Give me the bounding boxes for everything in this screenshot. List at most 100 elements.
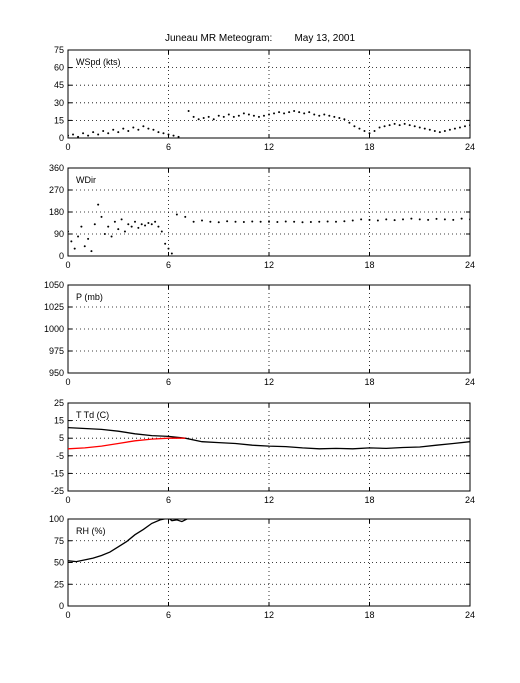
wdir-xtick-label: 18 xyxy=(364,260,374,270)
wspd-point xyxy=(252,114,255,117)
chart-title: Juneau MR Meteogram: May 13, 2001 xyxy=(164,33,356,44)
wspd-point xyxy=(363,129,366,132)
wspd-point xyxy=(237,114,240,117)
wspd-point xyxy=(303,112,306,115)
wspd-label: WSpd (kts) xyxy=(76,57,121,67)
wdir-point xyxy=(343,220,346,223)
wspd-point xyxy=(353,125,356,128)
wdir-ytick-label: 360 xyxy=(49,163,64,173)
ttd-xtick-label: 24 xyxy=(465,495,475,505)
wdir-point xyxy=(87,237,90,240)
wspd-point xyxy=(257,115,260,118)
wspd-point xyxy=(348,121,351,124)
p-ytick-label: 1050 xyxy=(44,280,64,290)
wdir-point xyxy=(97,203,100,206)
wspd-point xyxy=(202,117,205,120)
wspd-point xyxy=(107,132,110,135)
wspd-point xyxy=(82,132,85,135)
p-xtick-label: 18 xyxy=(364,377,374,387)
wdir-point xyxy=(170,252,173,255)
wspd-point xyxy=(398,124,401,127)
wspd-point xyxy=(222,115,225,118)
wspd-point xyxy=(418,126,421,129)
wdir-point xyxy=(217,221,220,224)
wspd-point xyxy=(403,122,406,125)
wdir-point xyxy=(140,223,143,226)
wdir-point xyxy=(130,225,133,228)
wspd-point xyxy=(408,124,411,127)
wspd-point xyxy=(197,118,200,121)
wdir-point xyxy=(418,218,421,221)
wdir-point xyxy=(335,220,337,223)
wdir-point xyxy=(103,233,106,235)
wdir-point xyxy=(80,225,83,228)
wspd-ytick-label: 75 xyxy=(54,45,64,55)
wdir-point xyxy=(376,219,379,222)
wspd-point xyxy=(112,128,115,131)
wspd-point xyxy=(72,133,75,136)
wspd-point xyxy=(298,111,301,114)
wdir-point xyxy=(157,225,160,228)
wspd-point xyxy=(262,114,265,117)
rh-series-0-line xyxy=(68,519,190,563)
wdir-point xyxy=(234,220,237,223)
wdir-point xyxy=(113,220,116,223)
wdir-point xyxy=(134,220,136,223)
wspd-point xyxy=(232,115,235,118)
wspd-panel: 0 6 12 18 24 0 15 30 45 60 75 WSpd (kts) xyxy=(54,45,475,152)
wdir-point xyxy=(164,242,167,245)
wspd-point xyxy=(313,113,316,116)
wspd-point xyxy=(132,126,135,129)
p-ytick-label: 1025 xyxy=(44,302,64,312)
p-ytick-label: 1000 xyxy=(44,324,64,334)
wspd-point xyxy=(127,129,130,132)
wspd-point xyxy=(458,126,461,129)
wdir-point xyxy=(192,220,195,223)
wdir-point xyxy=(147,222,150,224)
wspd-point xyxy=(217,114,220,117)
wdir-ytick-label: 180 xyxy=(49,207,64,217)
wspd-point xyxy=(273,112,276,115)
wspd-point xyxy=(383,125,386,128)
wdir-point xyxy=(427,218,430,221)
wspd-point xyxy=(137,128,140,131)
rh-label: RH (%) xyxy=(76,526,106,536)
wdir-point xyxy=(226,220,229,223)
wspd-point xyxy=(283,112,286,115)
wspd-point xyxy=(207,115,210,118)
wdir-point xyxy=(110,235,113,238)
wdir-point xyxy=(167,247,170,250)
wdir-point xyxy=(70,240,73,243)
ttd-ytick-label: -5 xyxy=(56,451,64,461)
wspd-point xyxy=(323,113,326,116)
wdir-point xyxy=(293,220,296,223)
wdir-point xyxy=(117,228,120,231)
rh-ytick-label: 50 xyxy=(54,558,64,568)
wdir-point xyxy=(242,221,245,224)
wspd-point xyxy=(308,111,311,114)
p-panel: 0 6 12 18 24 950 975 1000 1025 1050 P (mb) xyxy=(44,280,475,387)
wdir-point xyxy=(77,235,80,238)
wdir-point xyxy=(402,218,404,221)
ttd-series-1-line xyxy=(68,437,186,450)
wdir-point xyxy=(93,223,96,226)
ttd-xtick-label: 18 xyxy=(364,495,374,505)
wspd-point xyxy=(433,129,436,132)
wspd-point xyxy=(68,134,69,137)
wspd-xtick-label: 18 xyxy=(364,142,374,152)
wspd-point xyxy=(172,134,175,137)
wspd-point xyxy=(463,125,466,128)
ttd-ytick-label: -25 xyxy=(51,486,64,496)
wspd-point xyxy=(278,111,281,114)
wspd-xtick-label: 12 xyxy=(264,142,274,152)
wdir-point xyxy=(268,220,270,223)
wdir-point xyxy=(123,230,126,233)
wdir-xtick-label: 24 xyxy=(465,260,475,270)
wdir-point xyxy=(435,217,438,220)
wdir-xtick-label: 12 xyxy=(264,260,274,270)
rh-xtick-label: 18 xyxy=(364,610,374,620)
wspd-point xyxy=(288,111,291,114)
wdir-xtick-label: 6 xyxy=(166,260,171,270)
wdir-point xyxy=(385,218,388,221)
